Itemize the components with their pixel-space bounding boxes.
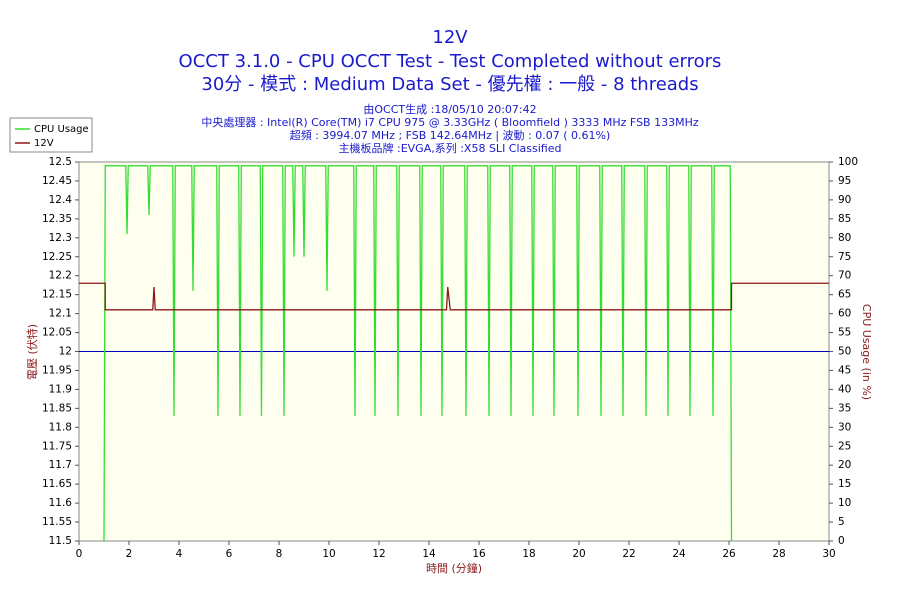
y-tick-label: 11.7 — [49, 459, 72, 471]
chart-title: 12V — [432, 27, 468, 48]
x-tick-label: 4 — [176, 548, 183, 560]
y-tick-label: 12 — [59, 346, 72, 358]
x-tick-label: 18 — [522, 548, 535, 560]
y-tick-label: 11.75 — [42, 440, 72, 452]
x-tick-label: 22 — [622, 548, 635, 560]
y-tick-label: 12.25 — [42, 251, 72, 263]
y2-tick-label: 90 — [838, 194, 851, 206]
y2-tick-label: 45 — [838, 364, 851, 376]
y2-axis-label: CPU Usage (in %) — [860, 304, 873, 400]
y-tick-label: 12.2 — [49, 270, 72, 282]
x-tick-label: 8 — [276, 548, 283, 560]
y2-tick-label: 60 — [838, 308, 851, 320]
y-tick-label: 12.5 — [49, 156, 72, 168]
y-tick-label: 12.05 — [42, 327, 72, 339]
info: 超頻 : 3994.07 MHz ; FSB 142.64MHz | 波動 : … — [290, 128, 611, 142]
x-axis-label: 時間 (分鐘) — [426, 561, 482, 575]
subtitle: 30分 - 模式 : Medium Data Set - 優先權 : 一般 - … — [201, 74, 698, 95]
info: 主機板品牌 :EVGA,系列 :X58 SLI Classified — [339, 141, 562, 155]
y2-tick-label: 30 — [838, 421, 851, 433]
legend-label: 12V — [34, 138, 54, 149]
y2-tick-label: 0 — [838, 535, 845, 547]
x-tick-label: 20 — [572, 548, 585, 560]
y2-tick-label: 65 — [838, 289, 851, 301]
y2-tick-label: 85 — [838, 213, 851, 225]
y-tick-label: 11.9 — [49, 383, 72, 395]
y-tick-label: 11.95 — [42, 364, 72, 376]
x-tick-label: 2 — [126, 548, 133, 560]
y-tick-label: 11.5 — [49, 535, 72, 547]
legend — [9, 117, 93, 153]
x-tick-label: 26 — [722, 548, 736, 560]
info: 由OCCT生成 :18/05/10 20:07:42 — [363, 102, 536, 116]
y-tick-label: 11.65 — [42, 478, 72, 490]
y2-tick-label: 50 — [838, 346, 851, 358]
y2-tick-label: 80 — [838, 232, 851, 244]
y2-tick-label: 5 — [838, 516, 845, 528]
x-tick-label: 0 — [76, 548, 83, 560]
y-axis-label: 電壓 (伏特) — [25, 324, 39, 380]
series-line — [103, 165, 733, 542]
y2-tick-label: 70 — [838, 270, 851, 282]
y-tick-label: 11.55 — [42, 516, 72, 528]
x-tick-label: 6 — [226, 548, 233, 560]
x-tick-label: 14 — [422, 548, 436, 560]
y-tick-label: 12.35 — [42, 213, 72, 225]
x-tick-label: 28 — [772, 548, 785, 560]
subtitle: OCCT 3.1.0 - CPU OCCT Test - Test Comple… — [179, 51, 722, 72]
y-tick-label: 12.15 — [42, 289, 72, 301]
legend-label: CPU Usage — [34, 124, 89, 135]
x-tick-label: 12 — [372, 548, 385, 560]
y-tick-label: 12.45 — [42, 175, 72, 187]
x-tick-label: 30 — [822, 548, 835, 560]
x-tick-label: 10 — [322, 548, 335, 560]
y2-tick-label: 100 — [838, 156, 858, 168]
y2-tick-label: 40 — [838, 383, 851, 395]
y2-tick-label: 25 — [838, 440, 851, 452]
y2-tick-label: 10 — [838, 497, 851, 509]
y-tick-label: 12.1 — [49, 308, 72, 320]
y2-tick-label: 95 — [838, 175, 851, 187]
y2-tick-label: 20 — [838, 459, 851, 471]
x-tick-label: 24 — [672, 548, 686, 560]
y-tick-label: 12.3 — [49, 232, 72, 244]
x-tick-label: 16 — [472, 548, 486, 560]
y-tick-label: 11.6 — [49, 497, 73, 509]
y-tick-label: 11.8 — [49, 421, 72, 433]
y-tick-label: 12.4 — [49, 194, 73, 206]
y2-tick-label: 35 — [838, 402, 851, 414]
y2-tick-label: 15 — [838, 478, 851, 490]
info: 中央處理器 : Intel(R) Core(TM) i7 CPU 975 @ 3… — [201, 115, 699, 129]
y2-tick-label: 75 — [838, 251, 851, 263]
series-line — [79, 282, 829, 311]
y-tick-label: 11.85 — [42, 402, 72, 414]
y2-tick-label: 55 — [838, 327, 851, 339]
